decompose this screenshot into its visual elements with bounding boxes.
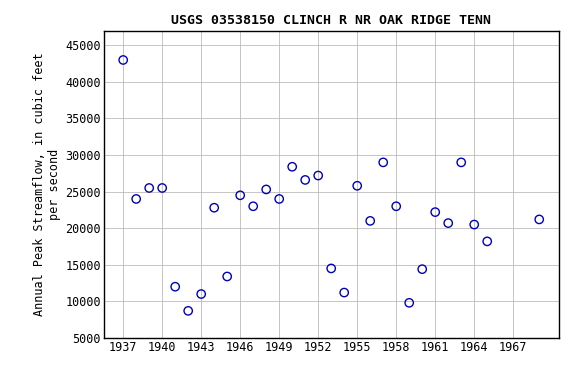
Point [158, 185, 167, 191]
Point [287, 164, 297, 170]
Point [483, 238, 492, 245]
Point [535, 216, 544, 222]
Point [184, 308, 193, 314]
Point [366, 218, 375, 224]
Point [457, 159, 466, 166]
Point [313, 172, 323, 179]
Point [404, 300, 414, 306]
Point [378, 159, 388, 166]
Point [222, 273, 232, 280]
Title: USGS 03538150 CLINCH R NR OAK RIDGE TENN: USGS 03538150 CLINCH R NR OAK RIDGE TENN [171, 14, 491, 27]
Point [249, 203, 258, 209]
Point [340, 290, 349, 296]
Point [236, 192, 245, 199]
Point [418, 266, 427, 272]
Point [145, 185, 154, 191]
Point [275, 196, 284, 202]
Point [469, 222, 479, 228]
Y-axis label: Annual Peak Streamflow, in cubic feet
per second: Annual Peak Streamflow, in cubic feet pe… [33, 53, 61, 316]
Point [170, 284, 180, 290]
Point [119, 57, 128, 63]
Point [131, 196, 141, 202]
Point [301, 177, 310, 183]
Point [210, 205, 219, 211]
Point [392, 203, 401, 209]
Point [431, 209, 440, 215]
Point [353, 183, 362, 189]
Point [262, 186, 271, 192]
Point [444, 220, 453, 226]
Point [196, 291, 206, 297]
Point [327, 265, 336, 271]
